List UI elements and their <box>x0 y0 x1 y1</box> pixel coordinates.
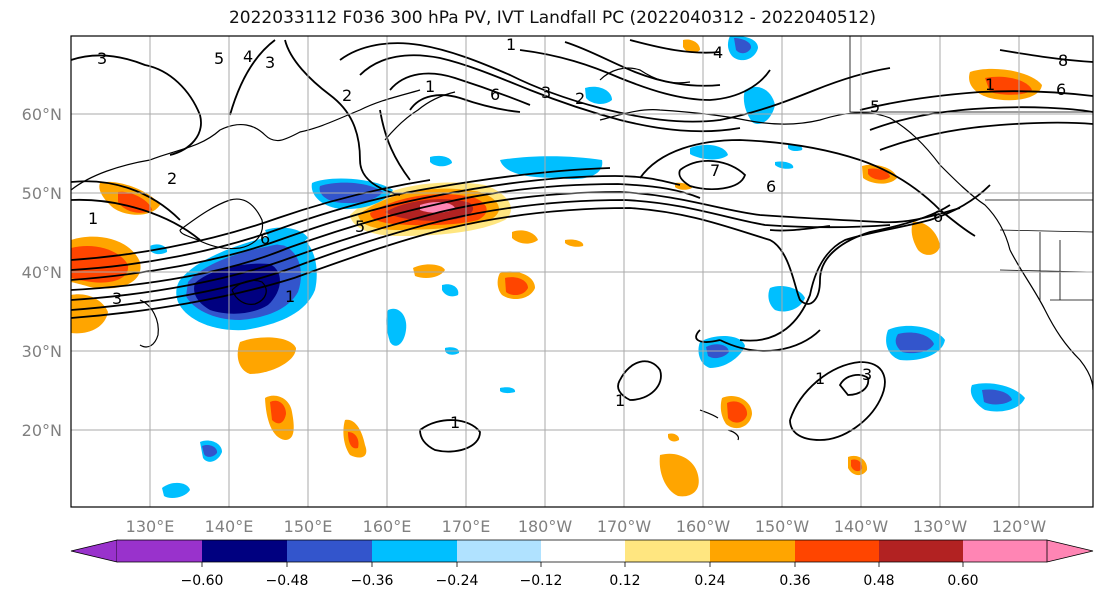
lat-label-20n: 20°N <box>22 421 62 440</box>
colorbar-segment <box>879 540 963 562</box>
colorbar-segment <box>795 540 879 562</box>
contour-label: 4 <box>713 43 723 62</box>
colorbar-extend-high <box>1046 539 1094 563</box>
lat-label-60n: 60°N <box>22 105 62 124</box>
contour-label: 7 <box>710 161 720 180</box>
colorbar-segment <box>963 540 1047 562</box>
political-boundaries <box>849 36 1093 301</box>
contour-label: 1 <box>985 75 995 94</box>
colorbar-segment <box>710 540 795 562</box>
contour-label: 5 <box>355 217 365 236</box>
contour-label: 6 <box>260 229 270 248</box>
lon-label: 180°W <box>518 517 573 536</box>
lon-label: 120°W <box>992 517 1047 536</box>
map-title: 2022033112 F036 300 hPa PV, IVT Landfall… <box>228 8 876 28</box>
colorbar-tick-label: −0.24 <box>436 573 479 589</box>
contour-label: 6 <box>1056 80 1066 99</box>
contour-label: 6 <box>490 85 500 104</box>
colorbar-tick-label: 0.24 <box>694 573 725 589</box>
colorbar-segment <box>287 540 372 562</box>
contour-label: 1 <box>506 35 516 54</box>
contour-label: 1 <box>615 391 625 410</box>
colorbar: −0.60 −0.48 −0.36 −0.24 −0.12 0.12 0.24 … <box>70 539 1094 589</box>
contour-label: 3 <box>265 53 275 72</box>
contour-label: 2 <box>167 169 177 188</box>
lon-label: 170°W <box>597 517 652 536</box>
lon-label: 150°E <box>284 517 333 536</box>
colorbar-tick-label: 0.12 <box>609 573 640 589</box>
contour-label: 8 <box>1058 51 1068 70</box>
contour-label: 1 <box>425 77 435 96</box>
colorbar-segment <box>372 540 457 562</box>
longitude-labels: 130°E 140°E 150°E 160°E 170°E 180°W 170°… <box>126 517 1047 536</box>
lon-label: 140°E <box>205 517 254 536</box>
contour-label: 3 <box>862 365 872 384</box>
latitude-labels: 20°N 30°N 40°N 50°N 60°N <box>22 105 62 440</box>
colorbar-tick-label: −0.36 <box>351 573 394 589</box>
lat-label-50n: 50°N <box>22 184 62 203</box>
colorbar-segment <box>625 540 710 562</box>
colorbar-tick-label: 0.48 <box>863 573 894 589</box>
lon-label: 160°W <box>676 517 731 536</box>
lon-label: 130°E <box>126 517 175 536</box>
contour-label: 5 <box>214 49 224 68</box>
lon-label: 160°E <box>363 517 412 536</box>
colorbar-tick-label: −0.12 <box>520 573 563 589</box>
contour-label: 6 <box>933 207 943 226</box>
contour-label: 3 <box>541 83 551 102</box>
contour-label: 5 <box>870 97 880 116</box>
colorbar-segment <box>202 540 287 562</box>
contour-label: 1 <box>815 369 825 388</box>
colorbar-extend-low <box>70 539 118 563</box>
colorbar-tick-label: 0.60 <box>947 573 978 589</box>
contour-label: 1 <box>450 413 460 432</box>
lat-label-40n: 40°N <box>22 263 62 282</box>
lon-label: 150°W <box>755 517 810 536</box>
lon-label: 130°W <box>913 517 968 536</box>
colorbar-segment <box>117 540 202 562</box>
map-frame <box>70 35 1094 508</box>
colorbar-tick-label: −0.60 <box>181 573 224 589</box>
contour-label: 1 <box>88 209 98 228</box>
contour-labels: 3 5 4 3 2 1 3 2 1 6 5 7 6 6 5 4 6 8 2 1 … <box>88 35 1068 432</box>
contour-label: 2 <box>342 86 352 105</box>
contour-label: 1 <box>285 287 295 306</box>
contour-label: 4 <box>243 47 253 66</box>
lon-label: 170°E <box>442 517 491 536</box>
colorbar-segment <box>541 540 625 562</box>
graticule <box>71 36 1093 507</box>
contour-label: 3 <box>112 289 122 308</box>
colorbar-segment <box>457 540 541 562</box>
contour-label: 6 <box>766 177 776 196</box>
lat-label-30n: 30°N <box>22 342 62 361</box>
colorbar-tick-label: 0.36 <box>779 573 810 589</box>
contour-label: 2 <box>575 89 585 108</box>
contour-label: 3 <box>97 49 107 68</box>
colorbar-tick-label: −0.48 <box>266 573 309 589</box>
lon-label: 140°W <box>834 517 889 536</box>
